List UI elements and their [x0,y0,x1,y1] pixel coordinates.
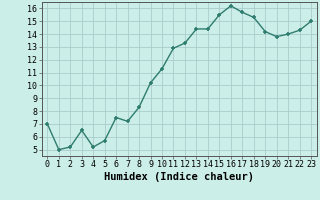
X-axis label: Humidex (Indice chaleur): Humidex (Indice chaleur) [104,172,254,182]
